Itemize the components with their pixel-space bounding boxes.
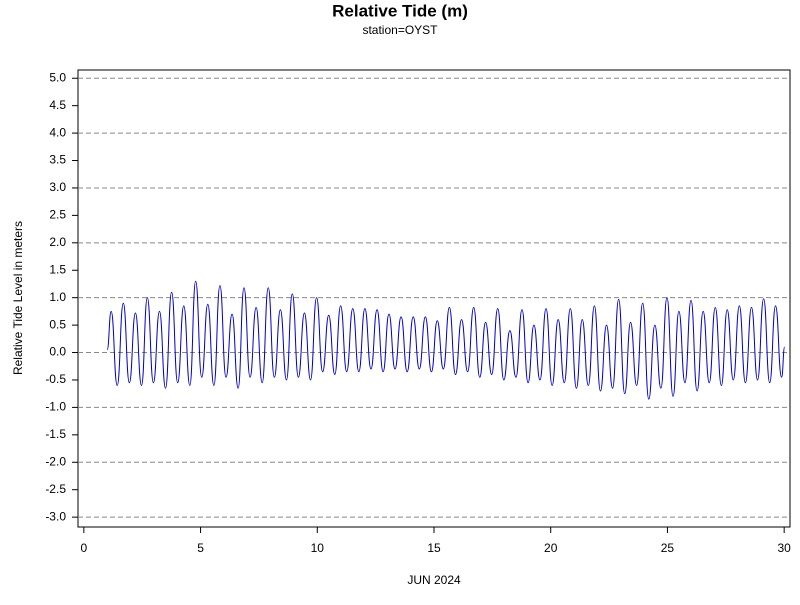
x-tick-label: 5 xyxy=(197,541,204,555)
y-tick-label: -3.0 xyxy=(45,509,66,523)
y-tick-label: 0.0 xyxy=(49,345,66,359)
x-tick-label: 25 xyxy=(661,541,675,555)
tide-line xyxy=(106,280,786,400)
y-tick-label: 3.5 xyxy=(49,153,66,167)
y-tick-label: 1.0 xyxy=(49,290,66,304)
x-tick-label: 0 xyxy=(80,541,87,555)
y-tick-label: 2.5 xyxy=(49,208,66,222)
y-tick-label: 2.0 xyxy=(49,235,66,249)
y-tick-label: 4.0 xyxy=(49,125,66,139)
y-tick-label: 5.0 xyxy=(49,70,66,84)
y-tick-label: -2.0 xyxy=(45,454,66,468)
y-tick-label: 1.5 xyxy=(49,262,66,276)
y-tick-label: -0.5 xyxy=(45,372,66,386)
y-tick-label: -2.5 xyxy=(45,482,66,496)
y-tick-label: 4.5 xyxy=(49,98,66,112)
y-tick-label: 3.0 xyxy=(49,180,66,194)
plot-frame xyxy=(77,69,791,528)
x-tick-label: 20 xyxy=(544,541,558,555)
x-tick-label: 10 xyxy=(311,541,325,555)
y-axis-label: Relative Tide Level in meters xyxy=(11,221,25,375)
y-tick-label: -1.5 xyxy=(45,427,66,441)
x-tick-label: 15 xyxy=(427,541,441,555)
y-tick-label: 0.5 xyxy=(49,317,66,331)
chart-title: Relative Tide (m) xyxy=(332,1,468,20)
x-tick-label: 30 xyxy=(777,541,791,555)
chart-subtitle: station=OYST xyxy=(362,23,438,37)
y-tick-label: -1.0 xyxy=(45,400,66,414)
x-axis-label: JUN 2024 xyxy=(407,573,461,587)
